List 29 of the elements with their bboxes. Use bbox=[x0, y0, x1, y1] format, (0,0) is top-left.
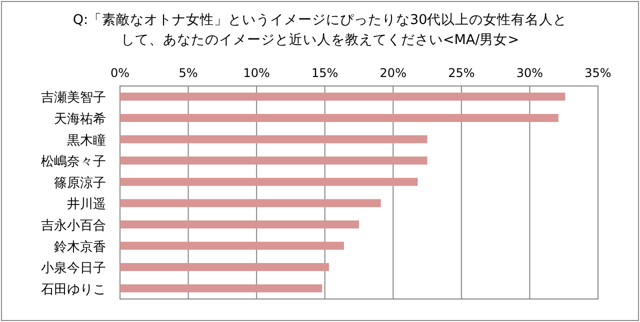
x-tick-label: 35% bbox=[584, 66, 612, 80]
y-tick-label: 松嶋奈々子 bbox=[41, 154, 106, 170]
y-tick-label: 石田ゆりこ bbox=[41, 282, 106, 298]
bar bbox=[120, 199, 381, 208]
bar bbox=[120, 263, 329, 272]
y-tick-label: 黒木瞳 bbox=[67, 133, 106, 148]
y-tick-label: 吉瀬美智子 bbox=[41, 90, 106, 106]
y-tick-label: 小泉今日子 bbox=[41, 261, 106, 276]
chart-title: Q:「素敵なオトナ女性」というイメージにぴったりな30代以上の女性有名人として、あなたのイメージと近い人を教えてください<MA/男女> bbox=[72, 11, 568, 50]
x-tick-label: 25% bbox=[448, 66, 475, 80]
y-tick-label: 篠原涼子 bbox=[54, 176, 106, 191]
x-tick-label: 30% bbox=[516, 66, 544, 80]
bar bbox=[120, 135, 428, 144]
bar bbox=[120, 284, 322, 292]
x-tick-label: 20% bbox=[380, 66, 406, 80]
bar bbox=[120, 220, 359, 228]
x-tick-label: 0% bbox=[110, 66, 130, 80]
bar bbox=[120, 156, 428, 165]
y-tick-label: 吉永小百合 bbox=[41, 217, 106, 234]
y-tick-label: 天海祐希 bbox=[54, 112, 106, 127]
x-tick-label: 15% bbox=[312, 66, 338, 80]
x-tick-label: 10% bbox=[243, 66, 270, 80]
x-tick-label: 5% bbox=[178, 66, 198, 80]
y-tick-label: 井川遥 bbox=[67, 197, 106, 212]
y-tick-label: 鈴木京香 bbox=[54, 240, 106, 255]
bar bbox=[120, 242, 344, 250]
bar bbox=[120, 178, 418, 186]
bar bbox=[120, 92, 566, 101]
bar bbox=[120, 114, 558, 122]
